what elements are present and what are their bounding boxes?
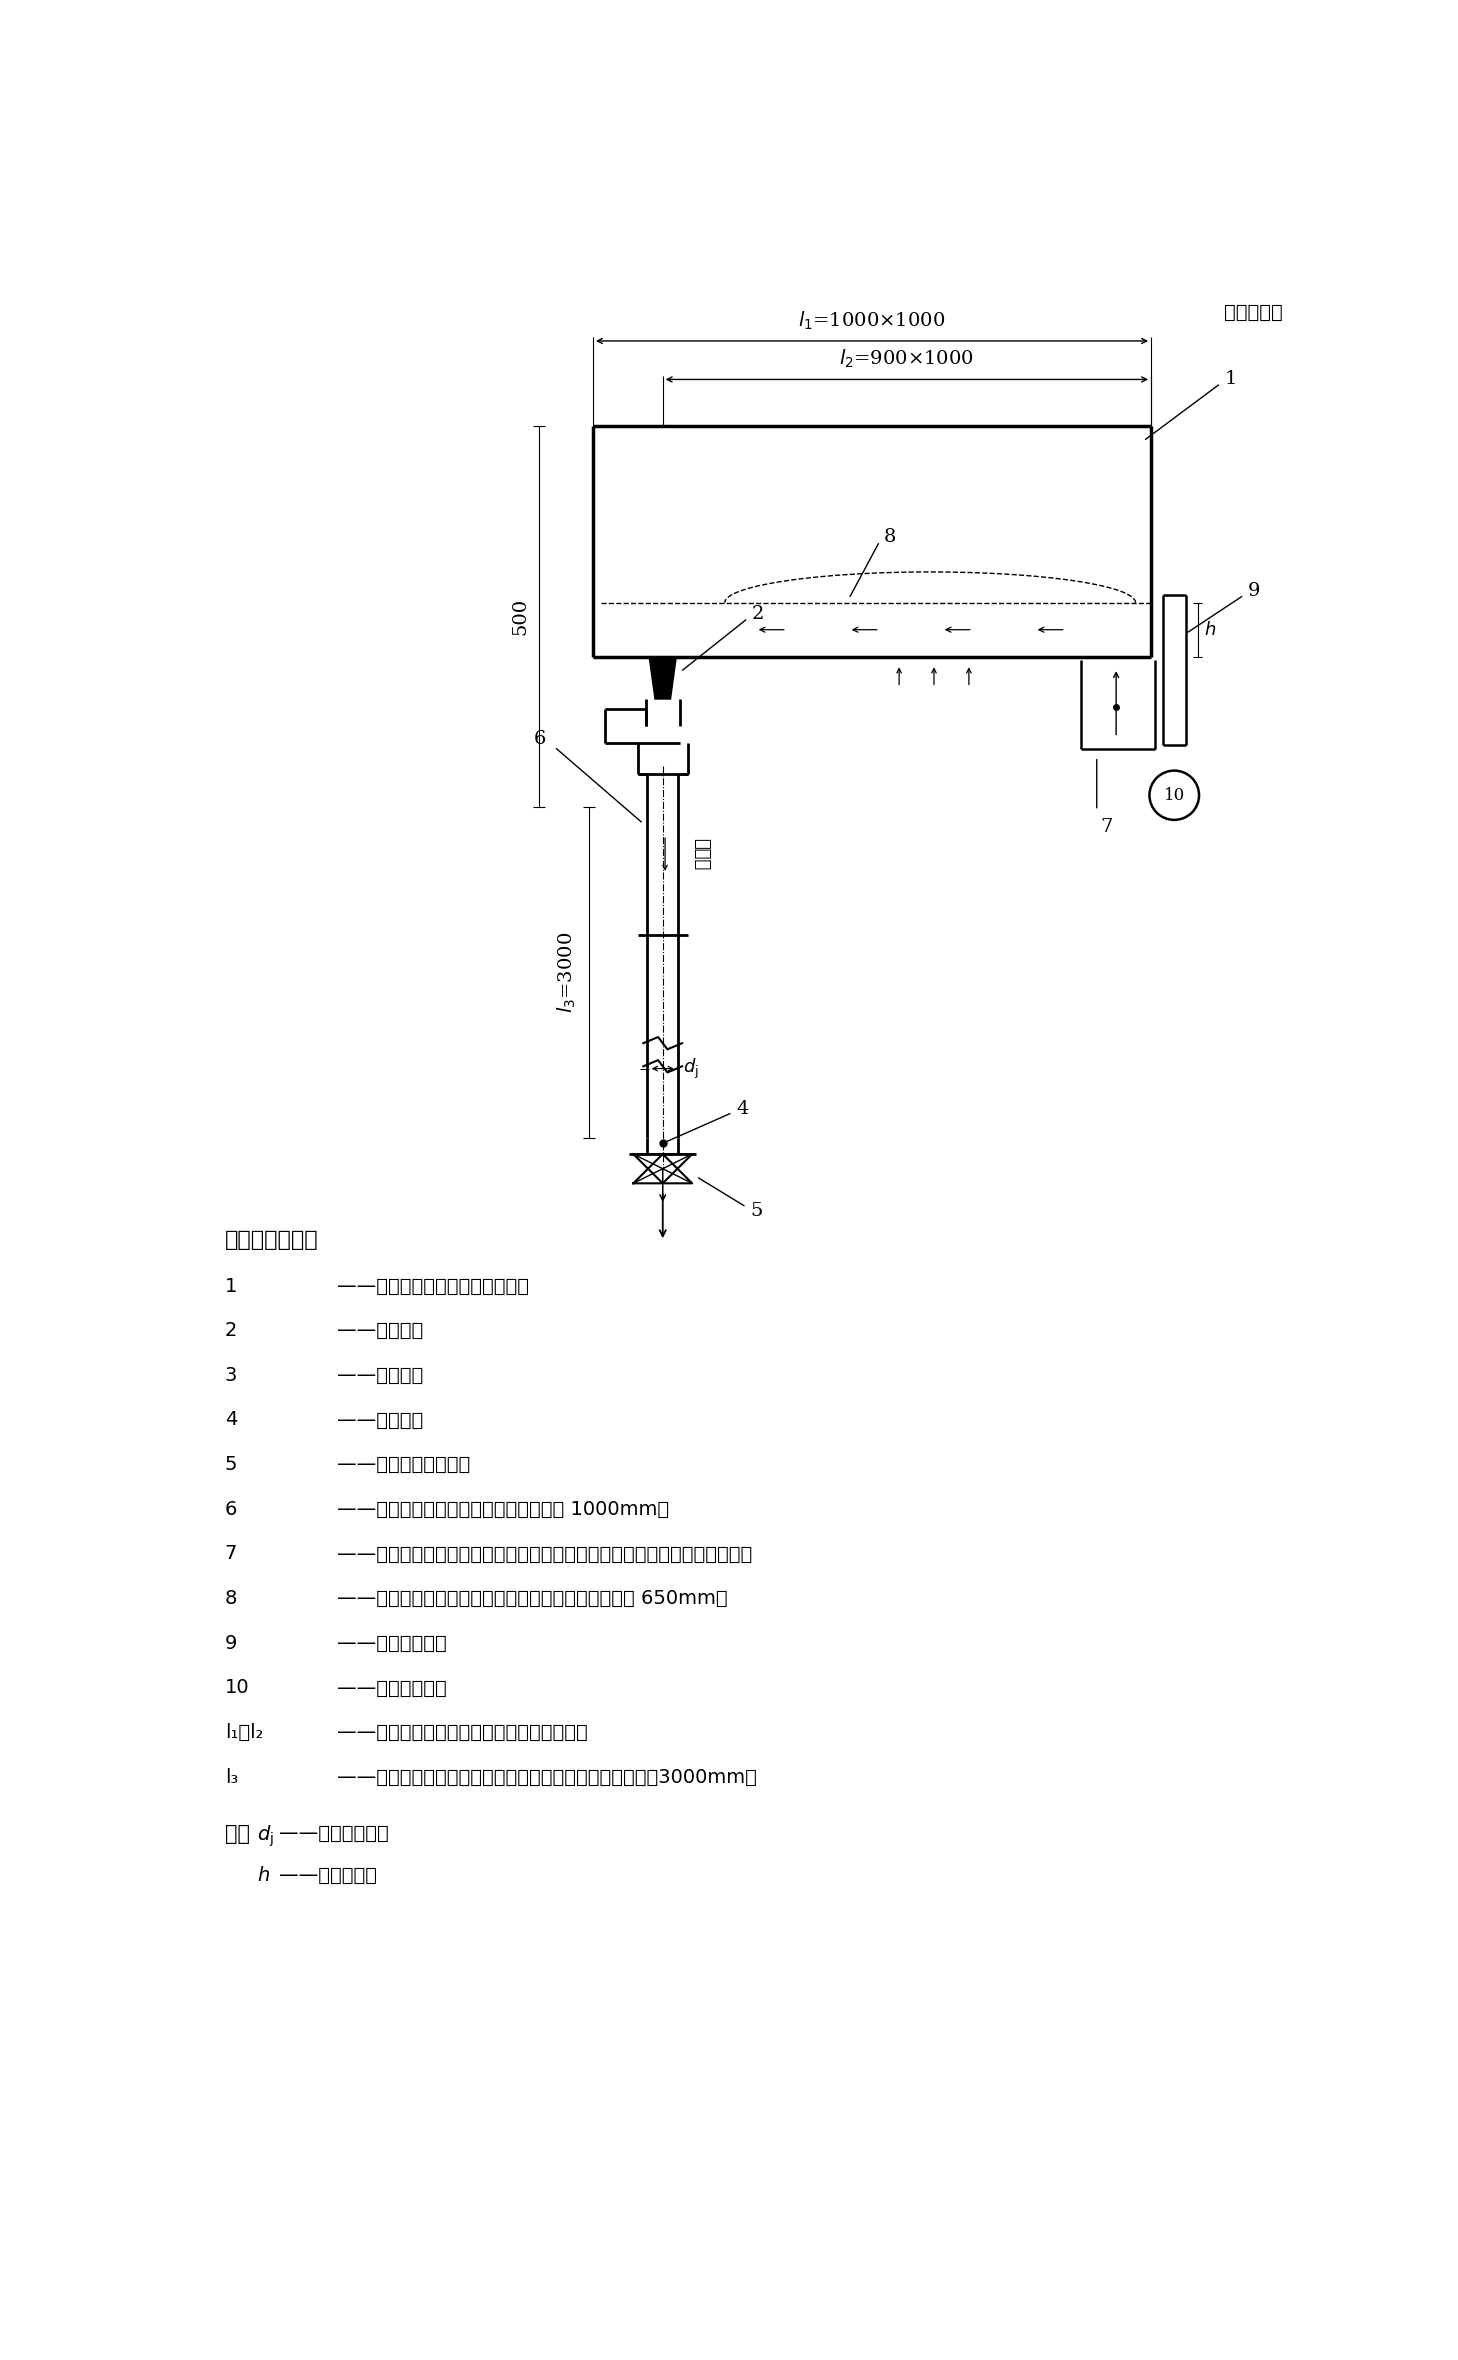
Text: 2: 2 xyxy=(752,604,764,623)
Text: 4: 4 xyxy=(225,1411,238,1430)
Text: ——排水管；: ——排水管； xyxy=(337,1411,423,1430)
Text: ——压力传感器；: ——压力传感器； xyxy=(337,1678,448,1697)
Text: 透明管: 透明管 xyxy=(693,838,710,871)
Text: 5: 5 xyxy=(751,1201,763,1220)
Text: ——进水管，四个，靠近测试水槽雨水斗安装一侧布，且要求流量分配均匀；: ——进水管，四个，靠近测试水槽雨水斗安装一侧布，且要求流量分配均匀； xyxy=(337,1543,752,1562)
Text: 标引序号说明：: 标引序号说明： xyxy=(225,1230,318,1251)
Polygon shape xyxy=(649,656,677,699)
Text: 7: 7 xyxy=(1101,819,1112,835)
Text: 8: 8 xyxy=(884,529,897,545)
Text: 单位为毫米: 单位为毫米 xyxy=(1225,302,1283,321)
Text: ——承雨斗；: ——承雨斗； xyxy=(337,1366,423,1385)
Text: ——玻璃水位计；: ——玻璃水位计； xyxy=(337,1633,448,1652)
Text: 10: 10 xyxy=(1163,786,1185,805)
Text: 500: 500 xyxy=(512,597,529,635)
Text: ——测试水槽尺寸，图上标注尺寸为最小值；: ——测试水槽尺寸，图上标注尺寸为最小值； xyxy=(337,1723,588,1742)
Text: 10: 10 xyxy=(225,1678,249,1697)
Text: ——雨水斗；: ——雨水斗； xyxy=(337,1322,423,1340)
Text: 8: 8 xyxy=(225,1588,238,1607)
Text: 1: 1 xyxy=(225,1277,238,1296)
Text: $l_1$=1000×1000: $l_1$=1000×1000 xyxy=(799,309,946,333)
Text: 9: 9 xyxy=(225,1633,238,1652)
Text: 2: 2 xyxy=(225,1322,238,1340)
Text: $l_3$=3000: $l_3$=3000 xyxy=(555,932,579,1012)
Text: ——斗前水深。: ——斗前水深。 xyxy=(278,1867,378,1886)
Text: ——雨水斗连接压板上沿与排水管末端出口之间的高度差，3000mm。: ——雨水斗连接压板上沿与排水管末端出口之间的高度差，3000mm。 xyxy=(337,1768,757,1787)
Text: l₃: l₃ xyxy=(225,1768,238,1787)
Text: 4: 4 xyxy=(736,1100,749,1119)
Text: ——透明管，内径与所配管内径相同，长 1000mm；: ——透明管，内径与所配管内径相同，长 1000mm； xyxy=(337,1501,669,1520)
Text: l₁、l₂: l₁、l₂ xyxy=(225,1723,264,1742)
Text: 5: 5 xyxy=(225,1456,238,1475)
Text: $l_2$=900×1000: $l_2$=900×1000 xyxy=(840,347,974,371)
Text: ——斗前水深测试取压孔，距测试水槽雨水斗安装一侧 650mm；: ——斗前水深测试取压孔，距测试水槽雨水斗安装一侧 650mm； xyxy=(337,1588,728,1607)
Text: $d_\mathrm{j}$: $d_\mathrm{j}$ xyxy=(258,1824,274,1850)
Text: $h$: $h$ xyxy=(1204,621,1216,640)
Text: 注：: 注： xyxy=(225,1824,249,1843)
Text: 1: 1 xyxy=(1225,371,1236,389)
Text: 6: 6 xyxy=(225,1501,238,1520)
Text: ——排水管内径；: ——排水管内径； xyxy=(278,1824,389,1843)
Text: 7: 7 xyxy=(225,1543,238,1562)
Text: ——测试水槽，槽底应水平安装；: ——测试水槽，槽底应水平安装； xyxy=(337,1277,529,1296)
Text: $d_\mathrm{j}$: $d_\mathrm{j}$ xyxy=(682,1057,698,1081)
Text: 3: 3 xyxy=(225,1366,238,1385)
Text: 6: 6 xyxy=(534,729,547,748)
Text: ——排水管末节流阀；: ——排水管末节流阀； xyxy=(337,1456,471,1475)
Text: 9: 9 xyxy=(1248,583,1260,599)
Text: $h$: $h$ xyxy=(258,1867,270,1886)
